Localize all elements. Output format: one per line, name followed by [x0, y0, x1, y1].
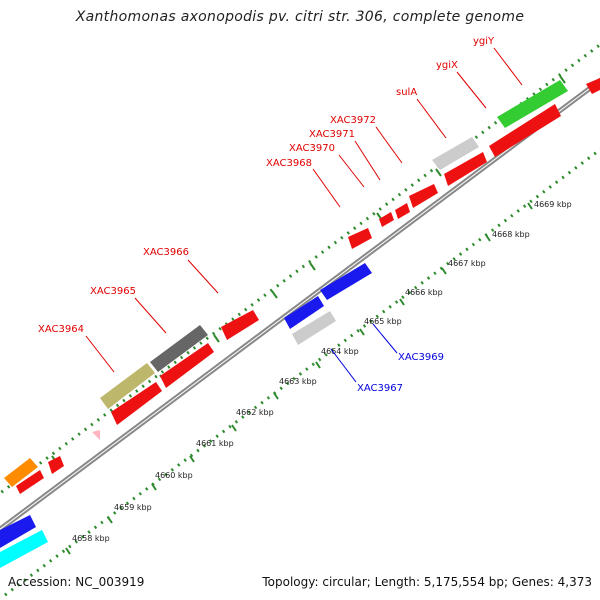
scale-label: 4669 kbp [534, 200, 572, 209]
gene-label-XAC3965: XAC3965 [90, 286, 136, 297]
reverse-genes [0, 263, 372, 568]
inner-tick-row [4, 147, 600, 597]
gene-arrow-red [111, 382, 162, 425]
accession-label: Accession: NC_003919 [8, 575, 145, 589]
gene-label-sulA: sulA [396, 87, 417, 98]
gene-label-XAC3966: XAC3966 [143, 247, 189, 258]
gene-label-ygiY: ygiY [473, 36, 495, 47]
scale-label: 4668 kbp [492, 230, 530, 239]
gene-label-XAC3964: XAC3964 [38, 324, 84, 335]
label-leaders [85, 47, 523, 383]
scale-label: 4666 kbp [405, 288, 443, 297]
gene-arrow-red [348, 228, 372, 249]
scale-label: 4665 kbp [364, 317, 402, 326]
gene-arrow-lightgray [292, 311, 336, 345]
gene-arrow-blue [320, 263, 372, 300]
gene-feature-gray [150, 325, 208, 372]
scale-label: 4663 kbp [279, 377, 317, 386]
gene-arrow-red [48, 456, 64, 474]
gene-feature-khaki [100, 363, 155, 409]
map-title: Xanthomonas axonopodis pv. citri str. 30… [75, 9, 525, 25]
gene-label-XAC3972: XAC3972 [330, 115, 376, 126]
scale-label: 4660 kbp [155, 471, 193, 480]
gene-label-XAC3969: XAC3969 [398, 352, 444, 363]
gene-arrow-red [489, 104, 561, 157]
gene-arrow-red [160, 343, 214, 388]
gene-label-ygiX: ygiX [436, 60, 458, 71]
gene-arrow-red [586, 78, 600, 94]
gene-arrow-red [444, 152, 487, 186]
gene-arrow-red [16, 470, 44, 494]
gene-arrow-cyan [0, 530, 48, 568]
genome-info-label: Topology: circular; Length: 5,175,554 bp… [262, 575, 592, 589]
gene-label-XAC3970: XAC3970 [289, 143, 335, 154]
gene-arrow-blue [0, 515, 36, 548]
forward-outer-features [4, 80, 568, 487]
gene-arrow-red [221, 310, 259, 340]
scale-label: 4667 kbp [448, 259, 486, 268]
gene-feature-orange [4, 458, 38, 487]
scale-label: 4659 kbp [114, 503, 152, 512]
gene-arrow-red [395, 203, 410, 219]
gene-feature-lightgray [432, 137, 479, 170]
gene-arrow-pink [92, 430, 100, 440]
scale-label: 4664 kbp [321, 347, 359, 356]
gene-arrow-red [379, 212, 394, 227]
gene-arrow-red [409, 184, 438, 208]
gene-labels: XAC3964 XAC3965 XAC3966 XAC3967 XAC3968 … [38, 36, 495, 394]
gene-feature-green-ygiY [497, 80, 568, 128]
backbone [0, 77, 600, 533]
scale-labels: 4658 kbp 4659 kbp 4660 kbp 4661 kbp 4662… [72, 200, 572, 543]
gene-arrow-blue [284, 296, 324, 329]
gene-label-XAC3971: XAC3971 [309, 129, 355, 140]
gene-label-XAC3968: XAC3968 [266, 158, 312, 169]
gene-label-XAC3967: XAC3967 [357, 383, 403, 394]
forward-genes [16, 78, 600, 494]
scale-label: 4658 kbp [72, 534, 110, 543]
scale-label: 4662 kbp [236, 408, 274, 417]
scale-label: 4661 kbp [196, 439, 234, 448]
